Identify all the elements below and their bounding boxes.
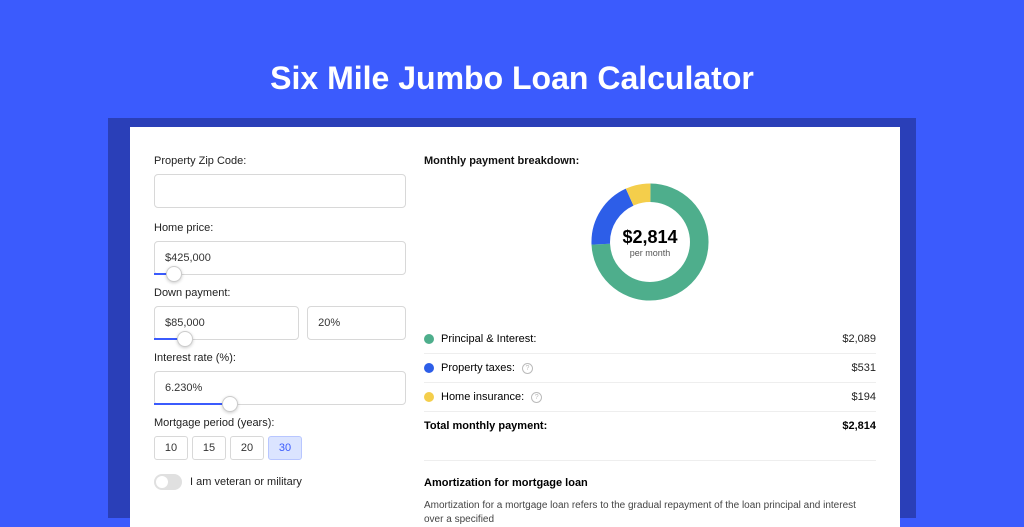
total-value: $2,814 (842, 420, 876, 432)
form-panel: Property Zip Code: Home price: Down paym… (154, 155, 406, 527)
term-button-20[interactable]: 20 (230, 436, 264, 460)
interest-rate-input[interactable] (154, 371, 406, 405)
info-icon[interactable]: ? (522, 363, 533, 374)
amortization-title: Amortization for mortgage loan (424, 460, 876, 489)
legend-dot (424, 363, 434, 373)
donut-amount: $2,814 (622, 227, 677, 248)
term-button-15[interactable]: 15 (192, 436, 226, 460)
payment-donut-chart: $2,814 per month (585, 177, 715, 307)
home-price-input[interactable] (154, 241, 406, 275)
breakdown-row-value: $194 (852, 391, 876, 403)
veteran-label: I am veteran or military (190, 476, 302, 488)
term-label: Mortgage period (years): (154, 417, 406, 429)
term-button-10[interactable]: 10 (154, 436, 188, 460)
down-payment-percent-input[interactable] (307, 306, 406, 340)
breakdown-row-value: $531 (852, 362, 876, 374)
term-button-30[interactable]: 30 (268, 436, 302, 460)
breakdown-row-label: Home insurance: (441, 391, 524, 403)
legend-dot (424, 392, 434, 402)
amortization-desc: Amortization for a mortgage loan refers … (424, 499, 876, 527)
calculator-card: Property Zip Code: Home price: Down paym… (130, 127, 900, 527)
total-label: Total monthly payment: (424, 420, 547, 432)
breakdown-panel: Monthly payment breakdown: $2,814 per mo… (406, 155, 876, 527)
breakdown-row: Home insurance:? $194 (424, 383, 876, 411)
legend-dot (424, 334, 434, 344)
breakdown-row: Principal & Interest: $2,089 (424, 325, 876, 354)
breakdown-row-label: Principal & Interest: (441, 333, 536, 345)
home-price-label: Home price: (154, 222, 406, 234)
donut-sublabel: per month (630, 248, 671, 258)
breakdown-row-label: Property taxes: (441, 362, 515, 374)
zip-input[interactable] (154, 174, 406, 208)
info-icon[interactable]: ? (531, 392, 542, 403)
interest-rate-label: Interest rate (%): (154, 352, 406, 364)
down-payment-amount-input[interactable] (154, 306, 299, 340)
breakdown-row: Property taxes:? $531 (424, 354, 876, 383)
breakdown-row-value: $2,089 (842, 333, 876, 345)
breakdown-title: Monthly payment breakdown: (424, 155, 876, 167)
down-payment-label: Down payment: (154, 287, 406, 299)
veteran-toggle[interactable] (154, 474, 182, 490)
zip-label: Property Zip Code: (154, 155, 406, 167)
page-title: Six Mile Jumbo Loan Calculator (0, 0, 1024, 97)
